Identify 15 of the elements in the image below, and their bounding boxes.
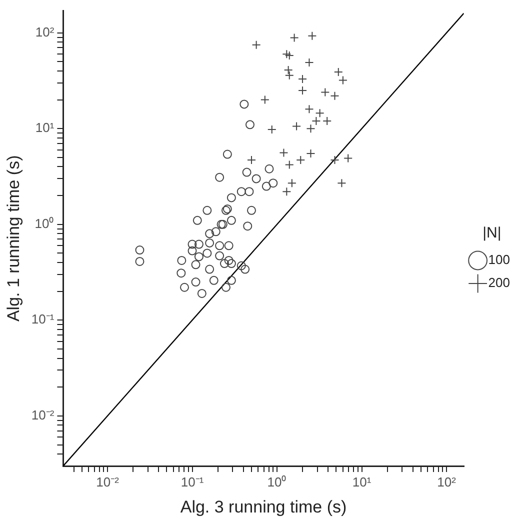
y-tick-label: 10⁰ (34, 216, 54, 231)
x-tick-label: 10¹ (352, 474, 372, 490)
x-tick-label: 10² (437, 474, 457, 490)
legend-label: 100 (488, 252, 510, 268)
y-axis-title: Alg. 1 running time (s) (4, 155, 23, 322)
x-tick-label: 10⁻² (96, 474, 120, 490)
y-tick-label: 10⁻¹ (31, 312, 55, 327)
legend-title: |N| (482, 224, 502, 242)
y-tick-label: 10¹ (35, 120, 55, 136)
x-tick-label: 10⁰ (267, 474, 287, 490)
y-tick-label: 10⁻² (31, 408, 55, 423)
y-tick-label: 10² (35, 24, 55, 40)
x-tick-label: 10⁻¹ (180, 474, 204, 490)
x-axis-title: Alg. 3 running time (s) (180, 497, 347, 516)
legend-label: 200 (488, 275, 510, 290)
